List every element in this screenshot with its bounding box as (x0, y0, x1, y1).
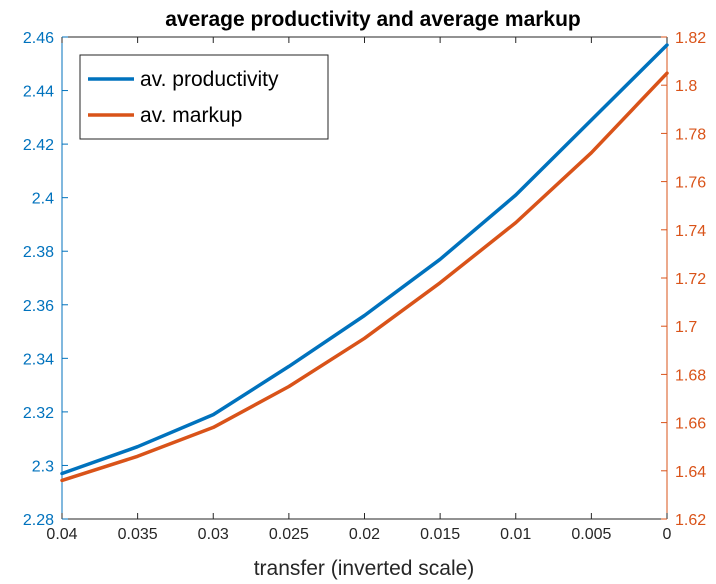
y-right-tick-label: 1.7 (675, 319, 697, 336)
y-left-tick-label: 2.42 (23, 137, 54, 154)
legend-box (79, 54, 329, 140)
y-left-tick-label: 2.36 (23, 298, 54, 315)
x-tick-label: 0.03 (198, 526, 229, 543)
y-right-tick-label: 1.62 (675, 512, 706, 529)
y-right-tick-label: 1.8 (675, 78, 697, 95)
legend-label: av. productivity (140, 68, 279, 91)
y-right-tick-label: 1.64 (675, 464, 706, 481)
y-right-tick-label: 1.68 (675, 367, 706, 384)
series-layer (60, 43, 669, 483)
x-tick-label: 0.005 (571, 526, 611, 543)
y-right-tick-label: 1.72 (675, 271, 706, 288)
y-right-tick-label: 1.66 (675, 416, 706, 433)
x-tick-label: 0.015 (420, 526, 460, 543)
y-left-tick-label: 2.46 (23, 30, 54, 47)
y-right-tick-label: 1.78 (675, 126, 706, 143)
y-right-tick-label: 1.76 (675, 175, 706, 192)
series-line-productivity (60, 43, 669, 476)
x-axis-title: transfer (inverted scale) (254, 557, 475, 580)
axes: 0.04 0.035 0.03 0.025 0.02 0.015 0.01 0.005 0 2.2… (23, 30, 706, 543)
x-tick-label: 0.01 (500, 526, 531, 543)
y-left-tick-label: 2.38 (23, 244, 54, 261)
y-left-tick-label: 2.3 (32, 458, 54, 475)
y-right-tick-label: 1.74 (675, 223, 706, 240)
x-tick-label: 0.035 (118, 526, 158, 543)
series-line-markup (60, 71, 669, 483)
y-left-tick-label: 2.44 (23, 84, 54, 101)
chart-title: average productivity and average markup (165, 8, 581, 31)
x-tick-label: 0.02 (349, 526, 380, 543)
x-tick-label: 0 (663, 526, 672, 543)
legend: av. productivity av. markup (79, 54, 329, 140)
y-left-tick-label: 2.34 (23, 351, 54, 368)
y-left-tick-label: 2.4 (32, 191, 54, 208)
legend-label: av. markup (140, 104, 242, 127)
y-left-tick-label: 2.32 (23, 405, 54, 422)
y-left-tick-label: 2.28 (23, 512, 54, 529)
x-tick-label: 0.04 (46, 526, 77, 543)
x-tick-label: 0.025 (269, 526, 309, 543)
y-right-tick-label: 1.82 (675, 30, 706, 47)
